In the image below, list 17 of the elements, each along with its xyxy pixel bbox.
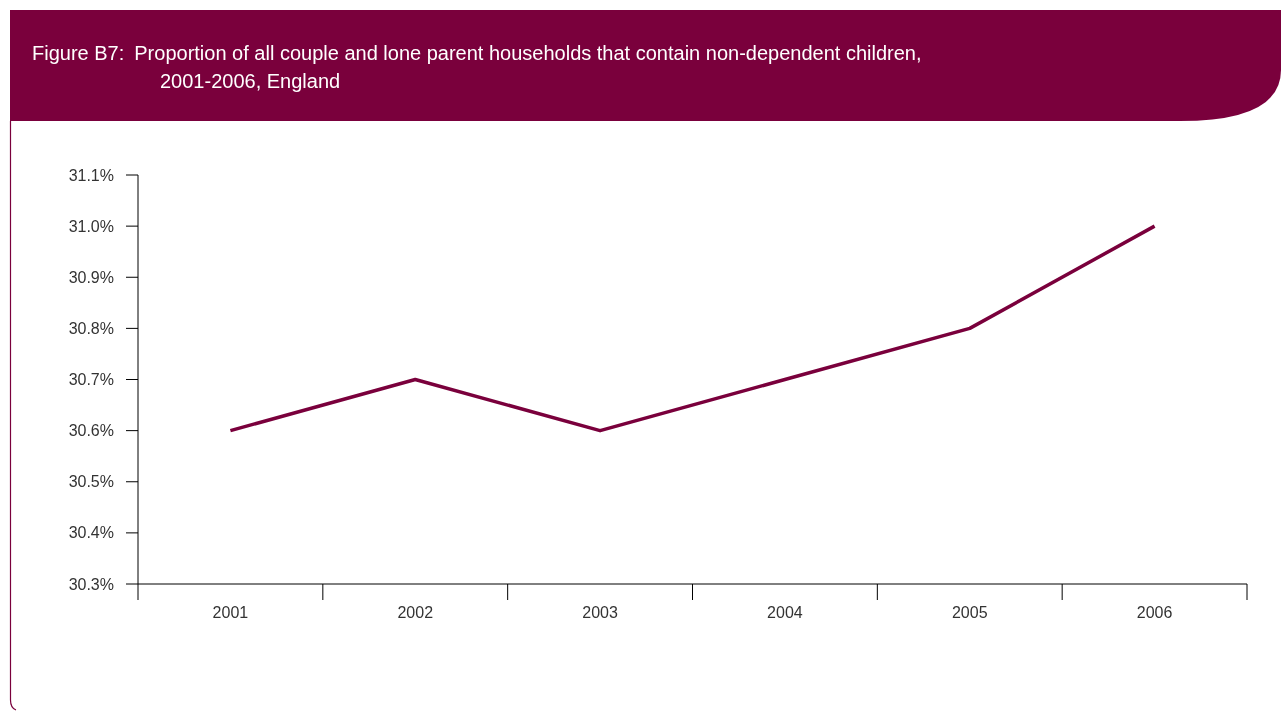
y-tick-label: 30.4%	[68, 524, 114, 542]
y-tick-label: 30.9%	[68, 268, 114, 286]
chart-title: Figure B7: Proportion of all couple and lone parent households that contain non-dependent children, 2001-2006, England	[32, 42, 922, 92]
y-tick-label: 30.8%	[68, 319, 114, 337]
x-tick-label: 2004	[767, 604, 803, 621]
x-tick-label: 2005	[951, 604, 988, 621]
y-tick-label: 30.3%	[68, 575, 114, 593]
y-tick-label: 31.1%	[68, 166, 114, 184]
y-tick-label: 30.6%	[68, 422, 114, 440]
y-tick-label: 31.0%	[68, 217, 114, 235]
x-tick-label: 2001	[212, 604, 249, 621]
line-series	[228, 224, 1157, 433]
y-tick-label: 30.7%	[68, 371, 114, 389]
y-tick-label: 30.5%	[68, 473, 114, 491]
x-tick-label: 2006	[1136, 604, 1173, 621]
x-tick-label: 2002	[397, 604, 434, 621]
x-tick-label: 2003	[582, 604, 618, 621]
